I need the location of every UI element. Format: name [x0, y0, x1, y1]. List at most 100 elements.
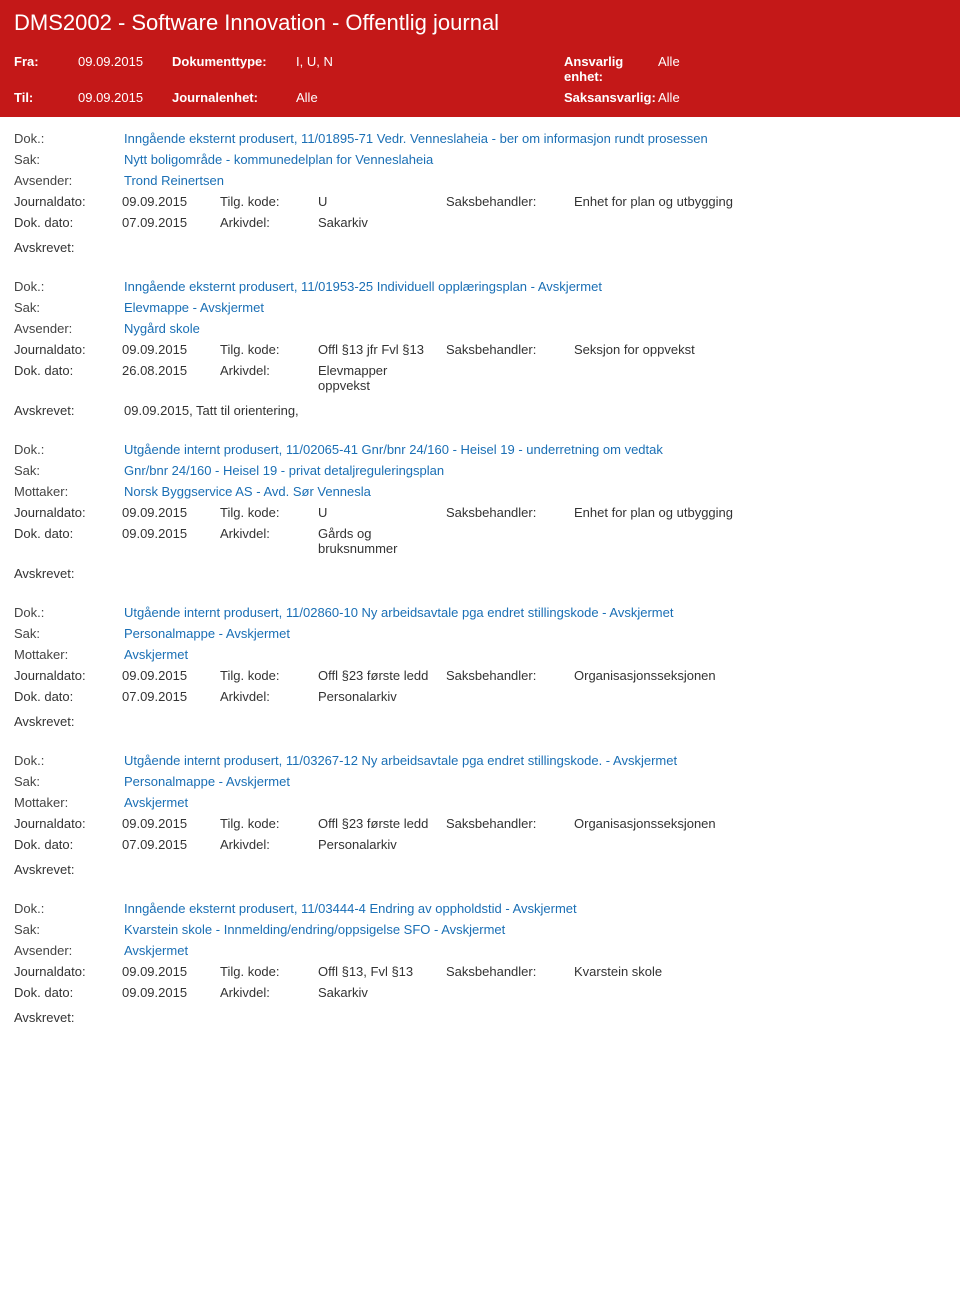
- journaldato-label: Journaldato:: [14, 964, 114, 979]
- arkivdel-label: Arkivdel:: [220, 526, 310, 556]
- journalenhet-label: Journalenhet:: [172, 90, 292, 105]
- journaldato-value: 09.09.2015: [122, 194, 212, 209]
- saksbehandler-label: Saksbehandler:: [446, 964, 566, 979]
- dok-label: Dok.:: [14, 279, 124, 294]
- party-label: Mottaker:: [14, 484, 124, 499]
- journalenhet-value: Alle: [296, 90, 386, 105]
- journaldato-label: Journaldato:: [14, 342, 114, 357]
- arkivdel-value: Gårds og bruksnummer: [318, 526, 438, 556]
- saksbehandler-value: Enhet for plan og utbygging: [574, 505, 946, 520]
- journaldato-label: Journaldato:: [14, 816, 114, 831]
- sak-value: Gnr/bnr 24/160 - Heisel 19 - privat deta…: [124, 463, 946, 478]
- dok-label: Dok.:: [14, 753, 124, 768]
- dokdato-label: Dok. dato:: [14, 363, 114, 393]
- party-label: Mottaker:: [14, 795, 124, 810]
- saksbehandler-label: Saksbehandler:: [446, 342, 566, 357]
- tilgkode-label: Tilg. kode:: [220, 668, 310, 683]
- arkivdel-value: Sakarkiv: [318, 985, 438, 1000]
- avskrevet-label: Avskrevet:: [14, 1010, 124, 1025]
- dokdato-value: 07.09.2015: [122, 215, 212, 230]
- dok-label: Dok.:: [14, 901, 124, 916]
- header-meta-grid: Fra: 09.09.2015 Dokumenttype: I, U, N An…: [14, 44, 946, 117]
- saksbehandler-value: Organisasjonsseksjonen: [574, 816, 946, 831]
- arkivdel-value: Elevmapper oppvekst: [318, 363, 438, 393]
- saksbehandler-value: Seksjon for oppvekst: [574, 342, 946, 357]
- dok-value: Utgående internt produsert, 11/02860-10 …: [124, 605, 946, 620]
- party-value: Avskjermet: [124, 795, 946, 810]
- report-title: DMS2002 - Software Innovation - Offentli…: [14, 10, 946, 44]
- party-label: Avsender:: [14, 173, 124, 188]
- party-value: Avskjermet: [124, 943, 946, 958]
- arkivdel-label: Arkivdel:: [220, 689, 310, 704]
- arkivdel-label: Arkivdel:: [220, 215, 310, 230]
- ansvarlig-value: Alle: [658, 54, 778, 84]
- arkivdel-value: Personalarkiv: [318, 689, 438, 704]
- dokdato-label: Dok. dato:: [14, 985, 114, 1000]
- dok-value: Inngående eksternt produsert, 11/01895-7…: [124, 131, 946, 146]
- journaldato-value: 09.09.2015: [122, 816, 212, 831]
- tilgkode-value: Offl §23 første ledd: [318, 668, 438, 683]
- sak-value: Kvarstein skole - Innmelding/endring/opp…: [124, 922, 946, 937]
- saksbehandler-value: Organisasjonsseksjonen: [574, 668, 946, 683]
- dokdato-value: 09.09.2015: [122, 985, 212, 1000]
- avskrevet-value: [124, 566, 946, 581]
- tilgkode-label: Tilg. kode:: [220, 964, 310, 979]
- tilgkode-value: U: [318, 194, 438, 209]
- dokdato-label: Dok. dato:: [14, 526, 114, 556]
- party-value: Nygård skole: [124, 321, 946, 336]
- dokdato-value: 07.09.2015: [122, 837, 212, 852]
- records-container: Dok.: Inngående eksternt produsert, 11/0…: [0, 117, 960, 1035]
- sak-label: Sak:: [14, 774, 124, 789]
- avskrevet-label: Avskrevet:: [14, 862, 124, 877]
- journal-record: Dok.: Inngående eksternt produsert, 11/0…: [0, 887, 960, 1035]
- avskrevet-label: Avskrevet:: [14, 566, 124, 581]
- dok-value: Inngående eksternt produsert, 11/01953-2…: [124, 279, 946, 294]
- fra-value: 09.09.2015: [78, 54, 168, 84]
- avskrevet-value: [124, 714, 946, 729]
- dokdato-value: 07.09.2015: [122, 689, 212, 704]
- tilgkode-value: U: [318, 505, 438, 520]
- tilgkode-label: Tilg. kode:: [220, 342, 310, 357]
- saksbehandler-value: Enhet for plan og utbygging: [574, 194, 946, 209]
- dok-value: Utgående internt produsert, 11/03267-12 …: [124, 753, 946, 768]
- saksbehandler-label: Saksbehandler:: [446, 505, 566, 520]
- saksbehandler-value: Kvarstein skole: [574, 964, 946, 979]
- journal-record: Dok.: Utgående internt produsert, 11/032…: [0, 739, 960, 887]
- party-value: Norsk Byggservice AS - Avd. Sør Vennesla: [124, 484, 946, 499]
- ansvarlig-label: Ansvarlig enhet:: [564, 54, 654, 84]
- party-label: Avsender:: [14, 943, 124, 958]
- avskrevet-label: Avskrevet:: [14, 240, 124, 255]
- sak-label: Sak:: [14, 626, 124, 641]
- party-value: Avskjermet: [124, 647, 946, 662]
- arkivdel-label: Arkivdel:: [220, 837, 310, 852]
- party-label: Avsender:: [14, 321, 124, 336]
- party-label: Mottaker:: [14, 647, 124, 662]
- sak-value: Nytt boligområde - kommunedelplan for Ve…: [124, 152, 946, 167]
- tilgkode-label: Tilg. kode:: [220, 816, 310, 831]
- avskrevet-label: Avskrevet:: [14, 714, 124, 729]
- journaldato-value: 09.09.2015: [122, 668, 212, 683]
- avskrevet-label: Avskrevet:: [14, 403, 124, 418]
- saksbehandler-label: Saksbehandler:: [446, 194, 566, 209]
- journaldato-value: 09.09.2015: [122, 505, 212, 520]
- til-label: Til:: [14, 90, 74, 105]
- journal-record: Dok.: Inngående eksternt produsert, 11/0…: [0, 265, 960, 428]
- journaldato-label: Journaldato:: [14, 505, 114, 520]
- arkivdel-value: Sakarkiv: [318, 215, 438, 230]
- tilgkode-value: Offl §23 første ledd: [318, 816, 438, 831]
- doktype-label: Dokumenttype:: [172, 54, 292, 84]
- arkivdel-value: Personalarkiv: [318, 837, 438, 852]
- sak-value: Personalmappe - Avskjermet: [124, 774, 946, 789]
- dokdato-value: 09.09.2015: [122, 526, 212, 556]
- avskrevet-value: 09.09.2015, Tatt til orientering,: [124, 403, 946, 418]
- sak-value: Elevmappe - Avskjermet: [124, 300, 946, 315]
- dok-value: Utgående internt produsert, 11/02065-41 …: [124, 442, 946, 457]
- dok-label: Dok.:: [14, 605, 124, 620]
- dok-value: Inngående eksternt produsert, 11/03444-4…: [124, 901, 946, 916]
- journaldato-value: 09.09.2015: [122, 964, 212, 979]
- journal-record: Dok.: Inngående eksternt produsert, 11/0…: [0, 117, 960, 265]
- avskrevet-value: [124, 862, 946, 877]
- doktype-value: I, U, N: [296, 54, 386, 84]
- arkivdel-label: Arkivdel:: [220, 363, 310, 393]
- tilgkode-value: Offl §13, Fvl §13: [318, 964, 438, 979]
